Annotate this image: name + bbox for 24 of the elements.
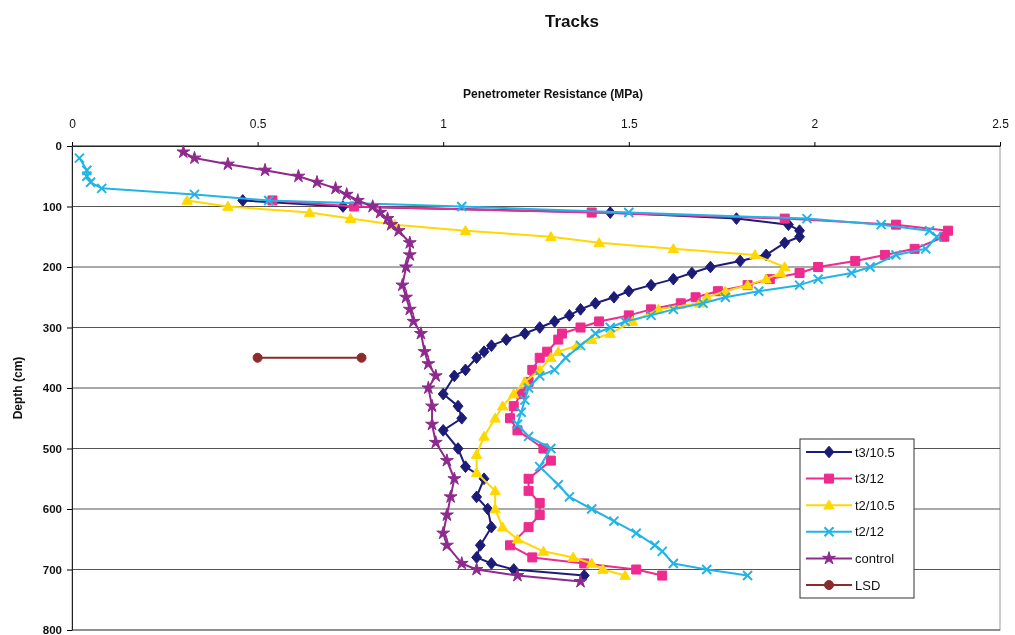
- chart-title: Tracks: [545, 12, 599, 31]
- y-axis-title: Depth (cm): [11, 356, 25, 420]
- x-tick-label: 0: [69, 117, 77, 131]
- y-tick-label: 200: [42, 261, 62, 274]
- legend-label: t3/10.5: [855, 444, 895, 460]
- legend-label: t2/10.5: [855, 497, 895, 513]
- x-axis-title: Penetrometer Resistance (MPa): [462, 87, 644, 101]
- y-tick-label: 400: [42, 382, 62, 395]
- legend-label: control: [855, 550, 895, 566]
- y-tick-label: 0: [55, 140, 62, 153]
- x-tick-label: 2.5: [992, 117, 1010, 131]
- y-tick-label: 500: [42, 442, 62, 455]
- x-tick-label: 0.5: [249, 117, 267, 131]
- y-tick-label: 800: [42, 624, 62, 635]
- x-tick-label: 1.5: [620, 117, 638, 131]
- y-tick-label: 100: [42, 200, 62, 213]
- x-tick-label: 1: [440, 117, 448, 131]
- y-tick-label: 700: [42, 563, 62, 576]
- y-tick-label: 600: [42, 503, 62, 516]
- y-tick-label: 300: [42, 321, 62, 334]
- x-tick-label: 2: [811, 117, 819, 131]
- legend-label: t3/12: [855, 471, 884, 487]
- legend-label: t2/12: [855, 524, 884, 540]
- legend-label: LSD: [855, 577, 881, 593]
